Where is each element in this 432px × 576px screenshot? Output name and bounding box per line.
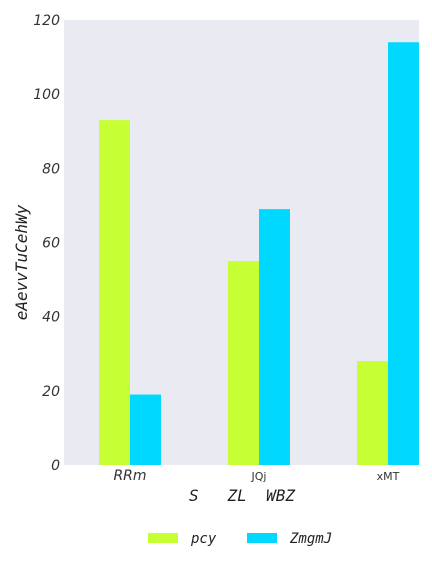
legend-swatch-pcy [148,533,178,543]
bar-ZmgmJ-JQj [259,209,290,465]
legend-swatch-ZmgmJ [247,533,277,543]
y-tick-label: 40 [42,310,60,326]
bar-pcy-JQj [228,261,259,465]
y-tick-label: 60 [42,236,60,252]
y-axis-label: eAevvTuCehWy [12,204,31,320]
y-tick-label: 0 [51,458,60,474]
legend-label-pcy: pcy [190,531,217,547]
y-tick-label: 100 [33,87,60,103]
y-tick-label: 80 [42,161,60,177]
legend: pcy ZmgmJ [148,531,332,547]
legend-label-ZmgmJ: ZmgmJ [289,531,332,547]
x-axis-label: S ZL WBZ [189,486,295,505]
bar-pcy-xMT [357,361,388,465]
x-tick-label: JQj [251,470,267,483]
y-axis-ticks: 0 20 40 60 80 100 120 [33,13,60,474]
bars [99,42,419,465]
x-tick-label: xMT [377,470,400,483]
bar-ZmgmJ-xMT [388,42,419,465]
bar-ZmgmJ-RRm [130,394,161,465]
y-tick-label: 120 [33,13,60,29]
x-tick-label: RRm [113,468,146,484]
y-tick-label: 20 [42,384,60,400]
x-axis-ticks: RRm JQj xMT [113,468,399,484]
bar-pcy-RRm [99,120,130,465]
